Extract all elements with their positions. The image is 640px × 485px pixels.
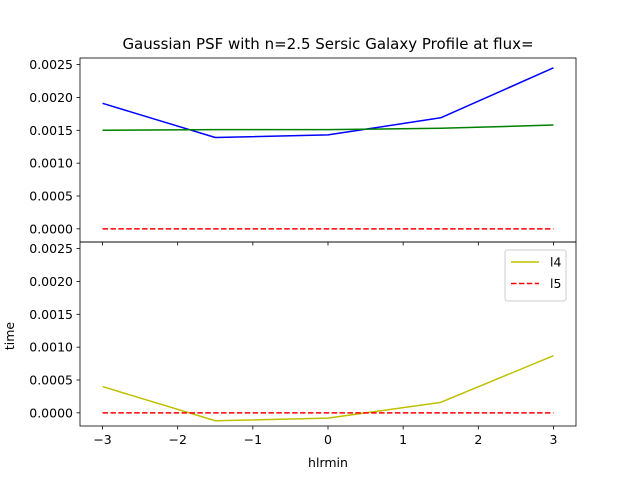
legend-label-l4: l4 [550,255,561,270]
y-tick-label: 0.0000 [29,221,73,236]
x-tick-label: −3 [93,432,111,447]
y-tick-label: 0.0015 [29,307,73,322]
x-tick-label: 3 [549,432,557,447]
y-tick-label: 0.0010 [29,340,73,355]
x-tick-label: −1 [244,432,262,447]
y-tick-label: 0.0015 [29,123,73,138]
y-tick-label: 0.0005 [29,373,73,388]
y-tick-label: 0.0025 [29,241,73,256]
y-tick-label: 0.0005 [29,189,73,204]
top-panel: 0.0000 0.0005 0.0010 0.0015 0.0020 0.0025 [29,57,577,246]
legend-label-l5: l5 [550,276,561,291]
x-axis-label: hlrmin [308,455,348,470]
x-tick-label: 0 [324,432,332,447]
x-tick-label: −2 [168,432,186,447]
y-tick-label: 0.0025 [29,57,73,72]
series-line-0-1 [102,124,554,132]
y-axis-label: time [2,322,17,351]
y-tick-label: 0.0020 [29,274,73,289]
x-tick-label: 1 [399,432,407,447]
y-tick-label: 0.0000 [29,405,73,420]
bottom-panel: 0.0000 0.0005 0.0010 0.0015 0.0020 0.0025 −3 −2… [29,241,577,447]
series-line-1-0 [102,354,554,422]
y-tick-label: 0.0010 [29,156,73,171]
series-line-0-0 [102,67,554,139]
chart-title: Gaussian PSF with n=2.5 Sersic Galaxy Pr… [122,35,533,53]
x-tick-label: 2 [474,432,482,447]
y-tick-label: 0.0020 [29,90,73,105]
